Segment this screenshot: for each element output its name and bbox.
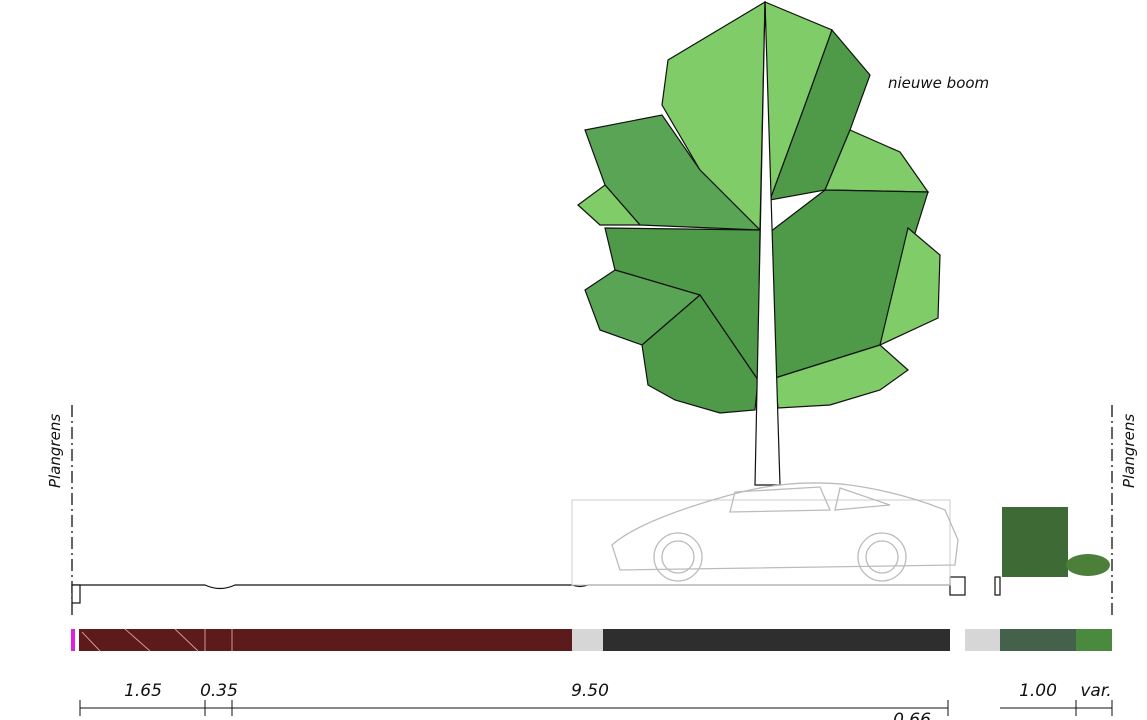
tree (577, 0, 941, 486)
dimension-label: 9.50 (571, 681, 609, 701)
tree-label: nieuwe boom (888, 74, 989, 92)
boundaries (71, 405, 1113, 618)
hedge (1002, 507, 1110, 577)
boundary-label-left: Plangrens (46, 414, 64, 488)
dimension-label: var. (1080, 681, 1111, 701)
car (571, 482, 959, 586)
ground (71, 576, 1001, 604)
dimension-label: 0.35 (200, 681, 238, 701)
dimension-lines (79, 700, 1113, 716)
dimension-label: 0.66 (893, 710, 931, 720)
dimension-label: 1.00 (1019, 681, 1057, 701)
boundary-label-right: Plangrens (1120, 414, 1138, 488)
dimension-label: 1.65 (124, 681, 162, 701)
profile-strips (71, 628, 1112, 652)
